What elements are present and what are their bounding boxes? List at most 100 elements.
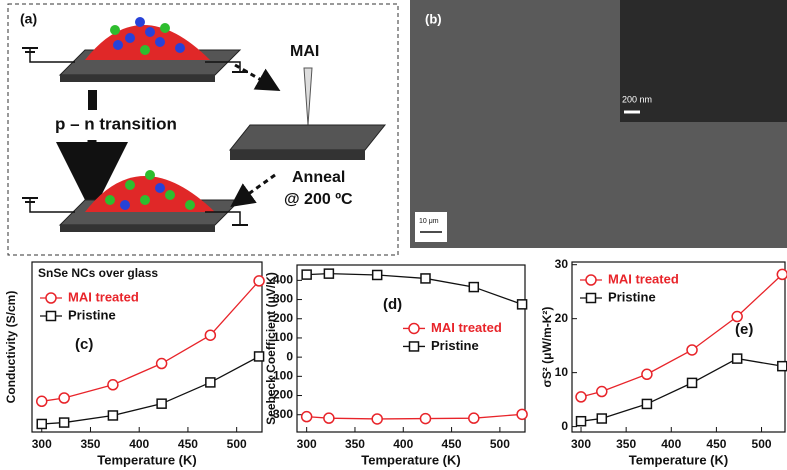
series-line (306, 413, 523, 420)
legend-label: MAI treated (608, 271, 679, 286)
x-tick-label: 400 (393, 437, 413, 451)
x-tick-label: 500 (490, 437, 510, 451)
legend-marker (408, 341, 420, 352)
y-tick-label: -200 (269, 388, 293, 402)
point (155, 357, 168, 370)
point (641, 398, 653, 410)
point (419, 412, 432, 425)
x-axis-label: Temperature (K) (629, 452, 728, 467)
y-tick-label: 0 (286, 349, 293, 363)
point (107, 410, 119, 421)
point (686, 377, 698, 389)
point (596, 413, 608, 424)
point (107, 379, 119, 391)
point (35, 395, 48, 408)
point (36, 418, 47, 430)
x-tick-label: 450 (442, 437, 462, 451)
point (205, 377, 216, 388)
point (468, 412, 480, 424)
x-tick-label: 500 (752, 437, 772, 451)
point (686, 344, 698, 356)
legend-label: MAI treated (431, 320, 502, 335)
plot-frame (296, 264, 526, 433)
point (156, 398, 167, 409)
temperature-label: @ 200 ºC (284, 191, 353, 208)
legend-marker (585, 274, 597, 286)
point (58, 392, 70, 404)
inset-scale: 200 nm (622, 94, 652, 104)
legend-label: Pristine (608, 289, 656, 304)
panel-frame (7, 3, 399, 256)
y-tick-label: 0 (561, 419, 568, 433)
x-axis-label: Temperature (K) (361, 452, 460, 467)
point (516, 299, 528, 310)
sem-panel: (b) 200 nm 10 μm (410, 0, 787, 248)
x-tick-label: 300 (32, 437, 52, 451)
device-top (22, 17, 248, 82)
panel-label: (c) (75, 336, 93, 353)
legend-marker (408, 322, 420, 335)
legend-marker (45, 310, 57, 322)
panel-label: (d) (383, 296, 402, 313)
y-tick-label: 200 (273, 311, 293, 325)
y-tick-label: 10 (555, 365, 569, 379)
x-tick-label: 500 (227, 437, 247, 451)
point (371, 413, 383, 425)
x-axis-label: Temperature (K) (97, 452, 196, 467)
series-line (306, 272, 523, 305)
point (204, 329, 217, 341)
point (58, 417, 70, 428)
point (323, 412, 335, 424)
point (253, 351, 265, 362)
y-tick-label: -100 (269, 369, 293, 383)
x-tick-label: 350 (345, 437, 365, 451)
transition-label: p – n transition (55, 114, 177, 133)
panel-label: (b) (425, 11, 442, 26)
point (371, 269, 383, 281)
chart-title: SnSe NCs over glass (38, 266, 158, 280)
y-axis-label: Conductivity (S/cm) (4, 291, 18, 404)
legend-label: Pristine (431, 338, 479, 353)
point (323, 268, 335, 279)
x-tick-label: 350 (80, 437, 100, 451)
point (575, 415, 587, 427)
point (641, 368, 653, 381)
legend-label: Pristine (68, 307, 116, 322)
point (253, 275, 265, 287)
panel-label: (e) (735, 321, 753, 338)
x-tick-label: 350 (616, 437, 636, 451)
y-tick-label: 20 (555, 311, 569, 325)
point (301, 269, 312, 280)
point (420, 273, 431, 284)
point (776, 268, 787, 281)
panel-label: (a) (20, 11, 37, 27)
series-line (41, 355, 260, 425)
schematic-panel: (a) p – n transition (7, 3, 399, 256)
point (777, 360, 787, 372)
y-tick-label: -300 (269, 407, 293, 421)
point (516, 408, 528, 421)
x-tick-label: 400 (661, 437, 681, 451)
scale-label: 10 μm (419, 218, 439, 225)
x-tick-label: 450 (178, 437, 198, 451)
plot-frame (571, 261, 786, 433)
plot-frame (31, 261, 263, 433)
x-tick-label: 300 (571, 437, 591, 451)
point (300, 410, 313, 423)
sem-inset (620, 0, 787, 122)
legend-marker (45, 292, 57, 304)
y-axis-label: Seebeck Coefficient (μV/K) (264, 272, 278, 425)
y-tick-label: 100 (273, 330, 293, 344)
point (575, 391, 587, 403)
x-tick-label: 450 (706, 437, 726, 451)
reagent-label: MAI (290, 43, 319, 60)
point (731, 310, 743, 323)
y-axis-label: σS² (μW/m-K²) (540, 307, 554, 388)
y-tick-label: 30 (555, 257, 569, 271)
device-bottom (22, 170, 248, 232)
y-tick-label: 400 (273, 273, 293, 287)
point (596, 385, 608, 398)
x-tick-label: 400 (129, 437, 149, 451)
y-tick-label: 300 (273, 292, 293, 306)
